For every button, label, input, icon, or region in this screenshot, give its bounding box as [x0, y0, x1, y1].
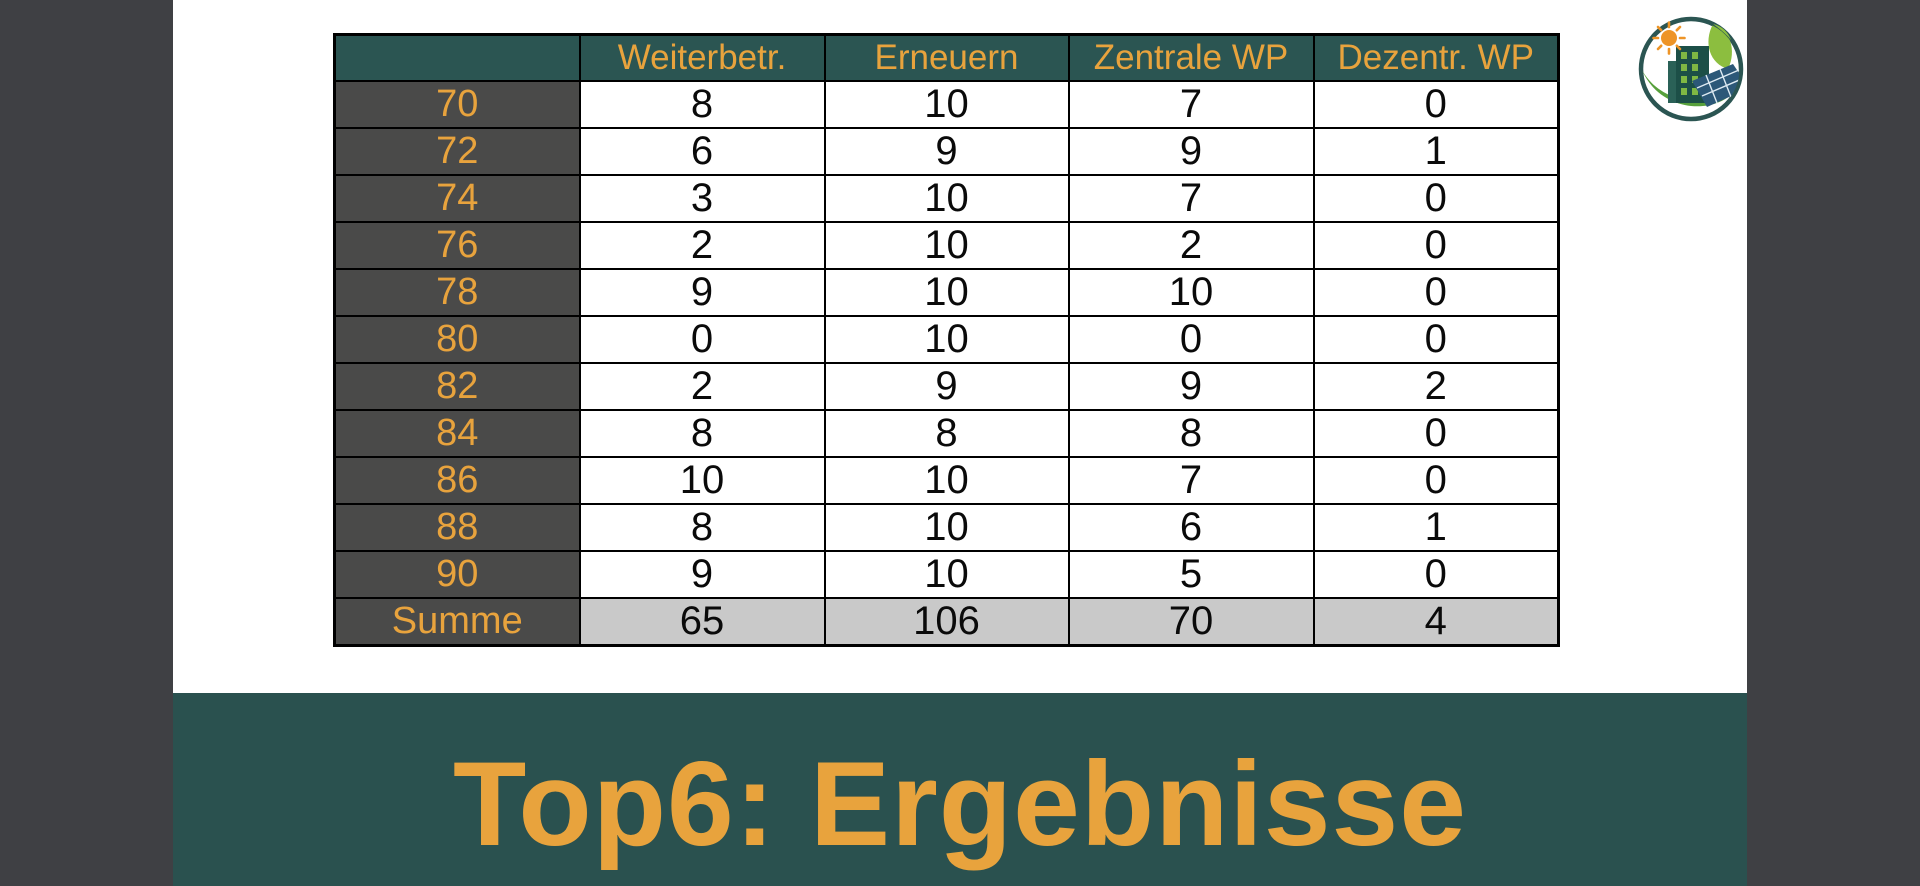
table-row: 70 8 10 7 0 — [333, 80, 1560, 130]
data-cell: 9 — [823, 362, 1070, 412]
table-row: 74 3 10 7 0 — [333, 174, 1560, 224]
data-cell: 0 — [1312, 221, 1560, 271]
data-cell: 9 — [1067, 127, 1315, 177]
data-cell: 9 — [1067, 362, 1315, 412]
data-cell: 1 — [1312, 127, 1560, 177]
row-label: 80 — [333, 315, 581, 365]
data-cell: 0 — [578, 315, 826, 365]
row-label: 82 — [333, 362, 581, 412]
data-cell: 10 — [823, 174, 1070, 224]
row-label: 70 — [333, 80, 581, 130]
green-swoosh — [1642, 70, 1736, 107]
row-label: 88 — [333, 503, 581, 553]
table-body: 70 8 10 7 0 72 6 9 9 1 74 3 10 7 0 76 2 10 2 0 78 9 10 10 0 80 0 10… — [333, 80, 1560, 647]
data-cell: 0 — [1312, 315, 1560, 365]
data-cell: 0 — [1312, 550, 1560, 600]
data-cell: 10 — [823, 550, 1070, 600]
row-label: 84 — [333, 409, 581, 459]
data-cell: 8 — [578, 409, 826, 459]
eco-city-logo — [1638, 16, 1744, 122]
data-cell: 10 — [1067, 268, 1315, 318]
table-row: 86 10 10 7 0 — [333, 456, 1560, 506]
data-cell: 3 — [578, 174, 826, 224]
row-label: 90 — [333, 550, 581, 600]
data-cell: 106 — [823, 597, 1070, 647]
column-header: Erneuern — [823, 33, 1070, 83]
column-header: Dezentr. WP — [1312, 33, 1560, 83]
results-table: Weiterbetr. Erneuern Zentrale WP Dezentr… — [333, 33, 1560, 648]
data-cell: 0 — [1312, 409, 1560, 459]
data-cell: 6 — [578, 127, 826, 177]
header-row: Weiterbetr. Erneuern Zentrale WP Dezentr… — [333, 33, 1560, 83]
data-cell: 10 — [823, 456, 1070, 506]
data-cell: 8 — [1067, 409, 1315, 459]
row-label: Summe — [333, 597, 581, 647]
row-label: 72 — [333, 127, 581, 177]
table-row: 84 8 8 8 0 — [333, 409, 1560, 459]
building-windows — [1681, 52, 1698, 95]
results-table-container: Weiterbetr. Erneuern Zentrale WP Dezentr… — [333, 33, 1560, 648]
solar-panel-icon — [1692, 64, 1740, 107]
sun-icon — [1652, 21, 1686, 55]
data-cell: 2 — [578, 221, 826, 271]
column-header: Zentrale WP — [1067, 33, 1315, 83]
table-header: Weiterbetr. Erneuern Zentrale WP Dezentr… — [333, 33, 1560, 83]
table-row: 72 6 9 9 1 — [333, 127, 1560, 177]
data-cell: 7 — [1067, 80, 1315, 130]
data-cell: 7 — [1067, 456, 1315, 506]
table-row: 78 9 10 10 0 — [333, 268, 1560, 318]
data-cell: 4 — [1312, 597, 1560, 647]
data-cell: 2 — [1067, 221, 1315, 271]
data-cell: 8 — [578, 503, 826, 553]
data-cell: 7 — [1067, 174, 1315, 224]
data-cell: 9 — [578, 268, 826, 318]
data-cell: 10 — [578, 456, 826, 506]
data-cell: 2 — [1312, 362, 1560, 412]
data-cell: 8 — [578, 80, 826, 130]
data-cell: 9 — [823, 127, 1070, 177]
summary-row: Summe 65 106 70 4 — [333, 597, 1560, 647]
bottom-banner: Top6: Ergebnisse — [173, 693, 1747, 886]
column-header: Weiterbetr. — [578, 33, 826, 83]
row-label: 74 — [333, 174, 581, 224]
data-cell: 10 — [823, 80, 1070, 130]
data-cell: 5 — [1067, 550, 1315, 600]
table-row: 82 2 9 9 2 — [333, 362, 1560, 412]
presentation-slide: Weiterbetr. Erneuern Zentrale WP Dezentr… — [173, 0, 1747, 886]
data-cell: 70 — [1067, 597, 1315, 647]
slide-title: Top6: Ergebnisse — [453, 736, 1467, 871]
data-cell: 10 — [823, 315, 1070, 365]
table-row: 80 0 10 0 0 — [333, 315, 1560, 365]
data-cell: 0 — [1067, 315, 1315, 365]
data-cell: 65 — [578, 597, 826, 647]
row-label: 86 — [333, 456, 581, 506]
table-row: 76 2 10 2 0 — [333, 221, 1560, 271]
building-annex — [1668, 61, 1678, 103]
data-cell: 0 — [1312, 268, 1560, 318]
data-cell: 8 — [823, 409, 1070, 459]
data-cell: 0 — [1312, 456, 1560, 506]
corner-cell — [333, 33, 581, 83]
table-row: 90 9 10 5 0 — [333, 550, 1560, 600]
data-cell: 10 — [823, 268, 1070, 318]
data-cell: 10 — [823, 221, 1070, 271]
table-row: 88 8 10 6 1 — [333, 503, 1560, 553]
data-cell: 1 — [1312, 503, 1560, 553]
data-cell: 6 — [1067, 503, 1315, 553]
data-cell: 10 — [823, 503, 1070, 553]
row-label: 78 — [333, 268, 581, 318]
row-label: 76 — [333, 221, 581, 271]
data-cell: 2 — [578, 362, 826, 412]
data-cell: 0 — [1312, 174, 1560, 224]
data-cell: 0 — [1312, 80, 1560, 130]
data-cell: 9 — [578, 550, 826, 600]
